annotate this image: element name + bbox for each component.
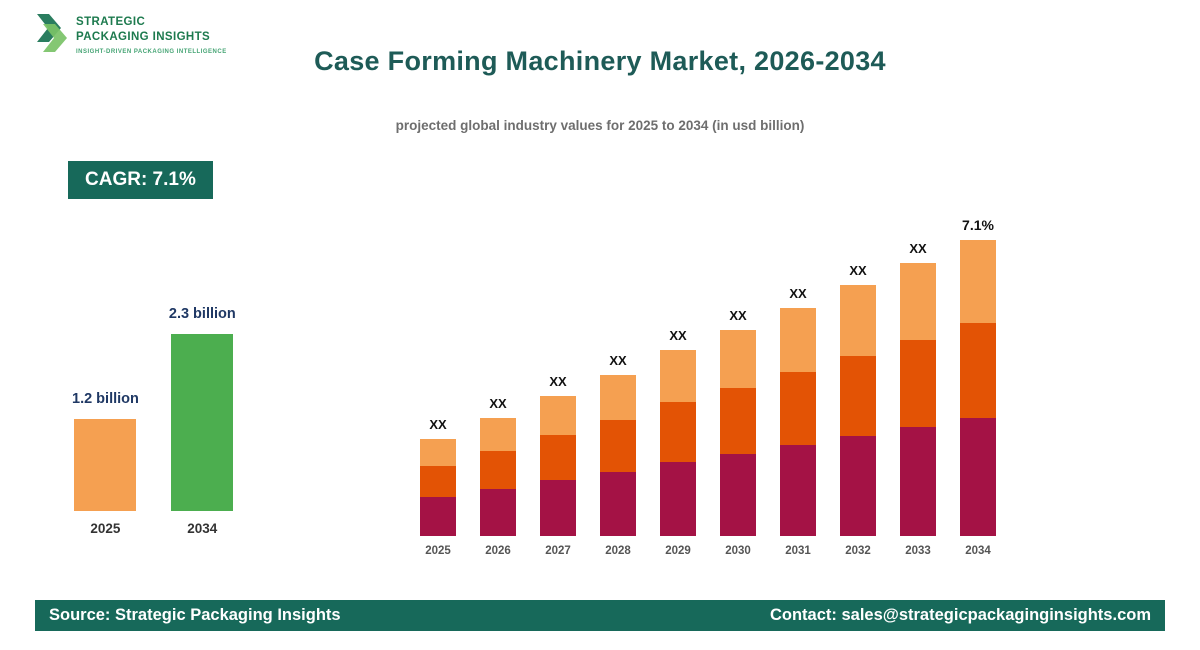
bar-segment-upper bbox=[540, 396, 576, 435]
bar-stack bbox=[900, 263, 936, 536]
stacked-bar-chart: XX 2025 XX 2026 XX 2027 XX 2028 XX 2029 XX 2030 XX 20… bbox=[420, 195, 996, 558]
bar-top-label: XX bbox=[849, 263, 867, 278]
logo-chevron-icon bbox=[37, 14, 67, 52]
bar-segment-upper bbox=[900, 263, 936, 340]
footer-contact: Contact: sales@strategicpackaginginsight… bbox=[769, 606, 1151, 624]
bar-segment-middle bbox=[540, 435, 576, 480]
summary-bar-chart: 1.2 billion 2025 2.3 billion 2034 bbox=[72, 284, 236, 537]
bar-year-label: 2031 bbox=[785, 545, 811, 557]
bar-stack bbox=[720, 330, 756, 536]
bar-top-label: 7.1% bbox=[962, 217, 994, 233]
cagr-badge: CAGR: 7.1% bbox=[68, 161, 213, 199]
stacked-bar-group: XX 2029 bbox=[660, 195, 696, 558]
bar-year-label: 2026 bbox=[485, 545, 511, 557]
bar-year-label: 2034 bbox=[965, 545, 991, 557]
summary-bar bbox=[171, 334, 234, 511]
bar-year-label: 2028 bbox=[605, 545, 631, 557]
bar-year-label: 2032 bbox=[845, 545, 871, 557]
bar-segment-upper bbox=[600, 375, 636, 420]
bar-year-label: 2033 bbox=[905, 545, 931, 557]
bar-segment-upper bbox=[780, 308, 816, 372]
bar-year-label: 2027 bbox=[545, 545, 571, 557]
bar-stack bbox=[480, 418, 516, 536]
bar-segment-middle bbox=[660, 402, 696, 462]
bar-year-label: 2030 bbox=[725, 545, 751, 557]
stacked-bar-group: XX 2026 bbox=[480, 195, 516, 558]
bar-segment-middle bbox=[600, 420, 636, 472]
bar-segment-lower bbox=[420, 497, 456, 536]
logo-text: STRATEGIC PACKAGING INSIGHTS INSIGHT-DRI… bbox=[76, 12, 227, 55]
bar-segment-lower bbox=[840, 436, 876, 536]
stacked-bar-group: XX 2027 bbox=[540, 195, 576, 558]
bar-segment-lower bbox=[600, 472, 636, 536]
bar-stack bbox=[840, 285, 876, 536]
summary-bar-group: 1.2 billion 2025 bbox=[72, 284, 139, 537]
bar-segment-upper bbox=[480, 418, 516, 451]
bar-stack bbox=[420, 439, 456, 536]
bar-stack bbox=[960, 240, 996, 536]
bar-segment-upper bbox=[660, 350, 696, 402]
bar-top-label: XX bbox=[729, 308, 747, 323]
logo-tagline: INSIGHT-DRIVEN PACKAGING INTELLIGENCE bbox=[76, 48, 227, 55]
stacked-bar-group: XX 2028 bbox=[600, 195, 636, 558]
bar-year-label: 2029 bbox=[665, 545, 691, 557]
bar-top-label: XX bbox=[669, 328, 687, 343]
page-title: Case Forming Machinery Market, 2026-2034 bbox=[314, 46, 886, 76]
bar-segment-lower bbox=[540, 480, 576, 536]
bar-segment-lower bbox=[900, 427, 936, 536]
stacked-bar-group: XX 2033 bbox=[900, 195, 936, 558]
bar-segment-lower bbox=[720, 454, 756, 536]
bar-segment-middle bbox=[780, 372, 816, 445]
bar-top-label: XX bbox=[909, 241, 927, 256]
bar-segment-middle bbox=[960, 323, 996, 418]
bar-stack bbox=[600, 375, 636, 536]
bar-segment-lower bbox=[480, 489, 516, 536]
bar-segment-middle bbox=[840, 356, 876, 436]
stacked-bar-group: XX 2032 bbox=[840, 195, 876, 558]
bar-top-label: XX bbox=[609, 353, 627, 368]
bar-top-label: XX bbox=[789, 286, 807, 301]
stacked-bar-group: 7.1% 2034 bbox=[960, 195, 996, 558]
bar-segment-upper bbox=[840, 285, 876, 356]
footer-bar: Source: Strategic Packaging Insights Con… bbox=[35, 600, 1165, 631]
bar-segment-middle bbox=[420, 466, 456, 497]
stacked-bar-group: XX 2025 bbox=[420, 195, 456, 558]
summary-bar-value-label: 1.2 billion bbox=[72, 391, 139, 407]
stacked-bar-group: XX 2031 bbox=[780, 195, 816, 558]
bar-stack bbox=[780, 308, 816, 536]
summary-bar bbox=[74, 419, 137, 511]
bar-segment-upper bbox=[720, 330, 756, 388]
logo-name-line2: PACKAGING INSIGHTS bbox=[76, 30, 211, 43]
bar-top-label: XX bbox=[429, 417, 447, 432]
bar-segment-lower bbox=[660, 462, 696, 536]
summary-bar-group: 2.3 billion 2034 bbox=[169, 284, 236, 537]
logo: STRATEGIC PACKAGING INSIGHTS INSIGHT-DRI… bbox=[35, 12, 227, 56]
logo-name-line1: STRATEGIC bbox=[76, 16, 146, 28]
bar-segment-middle bbox=[720, 388, 756, 454]
bar-segment-middle bbox=[480, 451, 516, 489]
bar-stack bbox=[540, 396, 576, 536]
bar-segment-upper bbox=[420, 439, 456, 466]
summary-bar-year-label: 2025 bbox=[90, 521, 121, 536]
bar-year-label: 2025 bbox=[425, 545, 451, 557]
bar-stack bbox=[660, 350, 696, 536]
summary-bar-year-label: 2034 bbox=[187, 521, 218, 536]
bar-segment-upper bbox=[960, 240, 996, 323]
bar-top-label: XX bbox=[489, 396, 507, 411]
summary-bar-value-label: 2.3 billion bbox=[168, 306, 236, 322]
footer-source: Source: Strategic Packaging Insights bbox=[49, 606, 341, 624]
bar-segment-lower bbox=[960, 418, 996, 536]
bar-segment-lower bbox=[780, 445, 816, 536]
bar-segment-middle bbox=[900, 340, 936, 427]
page-subtitle: projected global industry values for 202… bbox=[395, 118, 805, 133]
bar-top-label: XX bbox=[549, 374, 567, 389]
stacked-bar-group: XX 2030 bbox=[720, 195, 756, 558]
